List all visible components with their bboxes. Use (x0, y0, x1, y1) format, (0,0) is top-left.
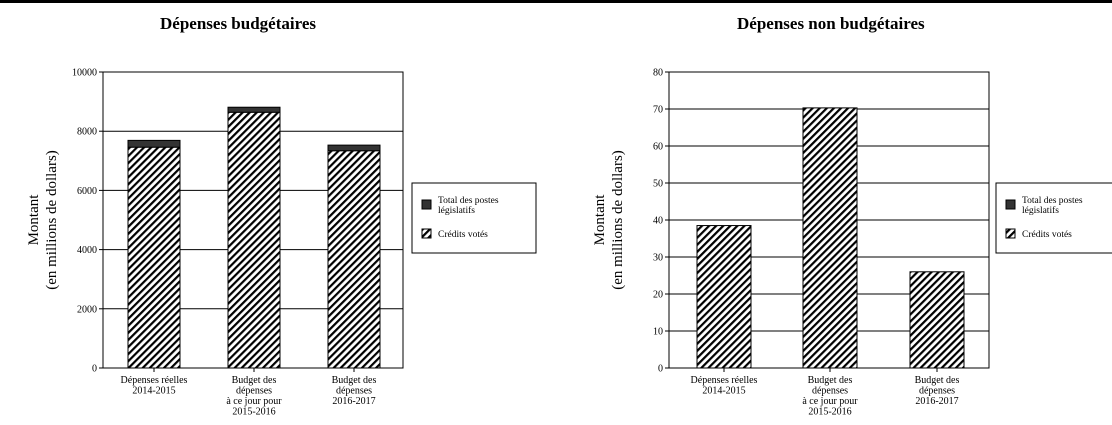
y-tick-label: 70 (653, 105, 663, 116)
y-tick-label: 6000 (77, 186, 97, 197)
legend-swatch-voted (421, 228, 432, 239)
legend-label: Crédits votés (1022, 230, 1072, 240)
bar-voted-appropriations (127, 146, 181, 369)
y-tick-label: 0 (658, 364, 663, 375)
legend-swatch-statutory (1005, 199, 1016, 210)
y-tick-label: 10 (653, 327, 663, 338)
x-tick-label: dépenses (919, 386, 955, 397)
y-tick-label: 4000 (77, 245, 97, 256)
x-tick-label: 2016-2017 (332, 396, 375, 407)
x-tick-label: Dépenses réelles (691, 375, 758, 386)
y-tick-label: 60 (653, 142, 663, 153)
bar-voted-appropriations (227, 111, 281, 369)
chart-title-non-budgetary: Dépenses non budgétaires (737, 14, 925, 33)
legend-label: Total des postes (1022, 196, 1083, 206)
y-tick-label: 40 (653, 216, 663, 227)
legend-box (995, 182, 1112, 254)
x-tick-label: dépenses (236, 386, 272, 397)
legend-swatch-statutory (421, 199, 432, 210)
x-tick-label: 2014-2015 (132, 386, 175, 397)
y-tick-label: 2000 (77, 304, 97, 315)
y-tick-label: 20 (653, 290, 663, 301)
x-tick-label: dépenses (336, 386, 372, 397)
legend-label: Crédits votés (438, 230, 488, 240)
y-tick-label: 80 (653, 68, 663, 79)
y-tick-label: 50 (653, 179, 663, 190)
chart-title-budgetary: Dépenses budgétaires (160, 14, 316, 33)
x-tick-label: à ce jour pour (226, 396, 282, 407)
legend-label: Total des postes (438, 196, 499, 206)
x-tick-label: à ce jour pour (802, 396, 858, 407)
bar-statutory-items (227, 106, 281, 113)
x-tick-label: dépenses (812, 386, 848, 397)
legend-box (411, 182, 537, 254)
y-axis-label: Montant (592, 194, 608, 246)
x-tick-label: Budget des (332, 375, 377, 386)
legend-swatch-voted (1005, 228, 1016, 239)
y-axis-label: (en millions de dollars) (610, 150, 626, 290)
y-tick-label: 30 (653, 253, 663, 264)
bar-statutory-items (127, 139, 181, 148)
bar-voted-appropriations (696, 225, 752, 369)
y-axis-label: (en millions de dollars) (44, 150, 60, 290)
y-axis-label: Montant (26, 194, 42, 246)
y-tick-label: 8000 (77, 127, 97, 138)
bar-voted-appropriations (327, 150, 381, 369)
y-tick-label: 10000 (72, 68, 97, 79)
x-tick-label: Budget des (232, 375, 277, 386)
x-tick-label: Budget des (915, 375, 960, 386)
chart-non-budgetary: 0 10 20 30 40 50 60 70 80 Dépenses réelles2014-20… (592, 68, 1112, 418)
x-tick-label: 2015-2016 (232, 407, 275, 418)
bar-statutory-items (327, 144, 381, 152)
legend-label: législatifs (1022, 205, 1059, 216)
bar-voted-appropriations (909, 271, 965, 369)
x-tick-label: Budget des (808, 375, 853, 386)
y-tick-label: 0 (92, 364, 97, 375)
legend-label: législatifs (438, 205, 475, 216)
top-rule (0, 0, 1112, 3)
x-tick-label: 2015-2016 (808, 407, 851, 418)
bar-voted-appropriations (802, 107, 858, 369)
x-tick-label: 2016-2017 (915, 396, 958, 407)
x-tick-label: 2014-2015 (702, 386, 745, 397)
x-tick-label: Dépenses réelles (121, 375, 188, 386)
